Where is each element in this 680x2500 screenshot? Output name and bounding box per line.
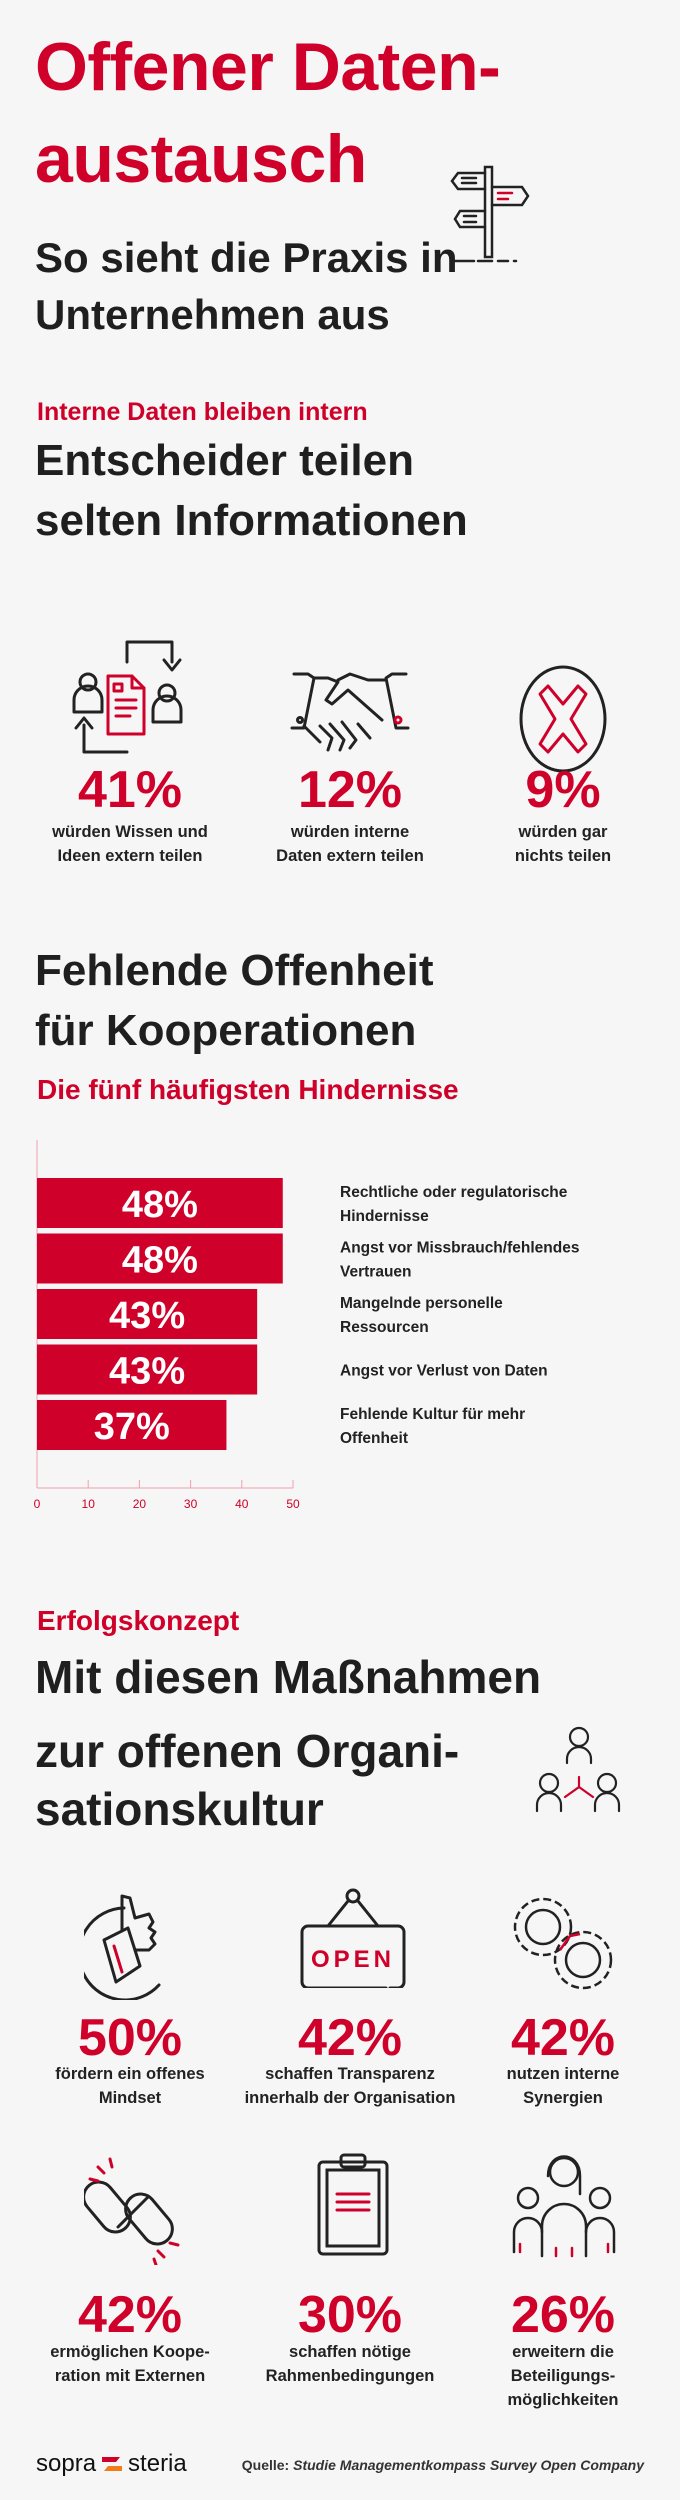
signpost-icon bbox=[450, 165, 532, 265]
x-tick-label: 30 bbox=[184, 1497, 198, 1511]
stat-label-line: möglichkeiten bbox=[507, 2391, 619, 2409]
chain-link-icon bbox=[84, 2155, 184, 2265]
bar bbox=[37, 1178, 283, 1228]
logo-text-left: sopra bbox=[36, 2450, 97, 2477]
x-tick-label: 20 bbox=[133, 1497, 147, 1511]
stat-value-42: 42% bbox=[297, 2009, 403, 2067]
bar-category-label: Ressourcen bbox=[340, 1319, 429, 1336]
x-circle-icon bbox=[518, 664, 608, 774]
stat-label-line: Rahmenbedingungen bbox=[265, 2367, 435, 2385]
stat-label-line: fördern ein offenes bbox=[55, 2065, 205, 2083]
x-tick-label: 50 bbox=[286, 1497, 300, 1511]
bar-category-label: Hindernisse bbox=[340, 1208, 429, 1225]
stat-label-line: schaffen nötige bbox=[289, 2343, 411, 2361]
section3-kicker: Erfolgskonzept bbox=[37, 1605, 240, 1636]
source-note: Quelle: Studie Managementkompass Survey … bbox=[242, 2457, 644, 2473]
bar-category-label: Rechtliche oder regulatorische bbox=[340, 1184, 568, 1201]
bar bbox=[37, 1289, 258, 1339]
stat-label: fördern ein offenes Mindset bbox=[20, 2062, 240, 2110]
stat-value-50: 50% bbox=[77, 2009, 183, 2067]
stat-label-line: schaffen Transparenz bbox=[265, 2065, 435, 2083]
bar-data-label: 48% bbox=[122, 1184, 198, 1226]
group-people-icon bbox=[512, 2148, 616, 2258]
stat-label: würden interne Daten extern teilen bbox=[240, 820, 460, 868]
stat-value-26: 26% bbox=[510, 2286, 616, 2344]
knowledge-exchange-icon bbox=[72, 640, 187, 755]
bar-category-label: Fehlende Kultur für mehr bbox=[340, 1406, 525, 1423]
stat-label: schaffen Transparenz innerhalb der Organi… bbox=[240, 2062, 460, 2110]
bar-data-label: 43% bbox=[109, 1295, 185, 1337]
stat-label-line: Daten extern teilen bbox=[276, 847, 424, 865]
obstacles-bar-chart: 0 10 20 30 40 50 48% Rechtliche oder regulatori… bbox=[34, 1140, 579, 1511]
stat-label-line: Mindset bbox=[98, 2089, 162, 2107]
section1-heading-line2: selten Informationen bbox=[35, 496, 468, 545]
section2-heading-line1: Fehlende Offenheit bbox=[35, 946, 434, 995]
section1-kicker: Interne Daten bleiben intern bbox=[37, 398, 368, 426]
stat-label-line: nutzen interne bbox=[506, 2065, 620, 2083]
stat-value-30: 30% bbox=[297, 2286, 403, 2344]
bar-data-label: 37% bbox=[94, 1406, 170, 1448]
gears-icon bbox=[508, 1892, 618, 1992]
stat-label-line: Synergien bbox=[523, 2089, 603, 2107]
bar bbox=[37, 1344, 258, 1395]
source-text: Studie Managementkompass Survey Open Com… bbox=[293, 2457, 644, 2473]
bar-data-label: 43% bbox=[109, 1351, 185, 1393]
bar bbox=[37, 1233, 283, 1284]
stat-label-line: würden interne bbox=[290, 823, 410, 841]
clipboard-icon bbox=[315, 2152, 391, 2257]
stat-label-line: erweitern die bbox=[512, 2343, 614, 2361]
subtitle-line2: Unternehmen aus bbox=[35, 291, 390, 338]
source-label: Quelle: bbox=[241, 2457, 290, 2473]
stat-label-line: Beteiligungs- bbox=[510, 2367, 616, 2385]
bar-category-label: Vertrauen bbox=[340, 1264, 412, 1281]
stat-label-line: würden Wissen und bbox=[52, 823, 208, 841]
page-title-line2: austausch bbox=[35, 121, 367, 197]
stat-value-41: 41% bbox=[77, 761, 183, 819]
stat-label-line: nichts teilen bbox=[514, 847, 612, 865]
section2-kicker: Die fünf häufigsten Hindernisse bbox=[37, 1074, 459, 1105]
stat-value-9: 9% bbox=[525, 761, 601, 819]
stat-label-line: innerhalb der Organisation bbox=[244, 2089, 456, 2107]
stat-label: würden gar nichts teilen bbox=[453, 820, 673, 868]
stat-label: schaffen nötige Rahmenbedingungen bbox=[240, 2340, 460, 2388]
x-tick-label: 0 bbox=[34, 1497, 41, 1511]
stat-label: erweitern die Beteiligungs-möglichkeiten bbox=[453, 2340, 673, 2412]
open-sign-icon: OPEN bbox=[290, 1888, 416, 1988]
handshake-icon bbox=[290, 668, 410, 768]
stat-label-line: würden gar bbox=[518, 823, 608, 841]
stat-label-line: ermöglichen Koope- bbox=[50, 2343, 210, 2361]
section1-heading-line1: Entscheider teilen bbox=[35, 436, 415, 485]
section3-heading-line3: sationskultur bbox=[35, 1783, 324, 1835]
bar-category-label: Angst vor Missbrauch/fehlendes bbox=[340, 1240, 579, 1257]
sopra-steria-logo: sopra steria bbox=[36, 2450, 187, 2478]
open-sign-text: OPEN bbox=[311, 1946, 395, 1973]
bar-category-label: Angst vor Verlust von Daten bbox=[340, 1363, 548, 1380]
section2-heading-line2: für Kooperationen bbox=[35, 1006, 417, 1055]
stat-label-line: Ideen extern teilen bbox=[57, 847, 203, 865]
team-network-icon bbox=[535, 1725, 623, 1813]
stat-label-line: ration mit Externen bbox=[54, 2367, 206, 2385]
stat-value-42: 42% bbox=[77, 2286, 183, 2344]
bar bbox=[37, 1400, 227, 1450]
logo-text-right: steria bbox=[128, 2450, 187, 2477]
stat-label: ermöglichen Koope-ration mit Externen bbox=[20, 2340, 240, 2388]
bar-category-label: Offenheit bbox=[340, 1430, 408, 1447]
x-tick-label: 40 bbox=[235, 1497, 249, 1511]
logo-mark-icon bbox=[102, 2457, 123, 2471]
page-title-line1: Offener Daten- bbox=[35, 29, 501, 105]
stat-value-42: 42% bbox=[510, 2009, 616, 2067]
stat-value-12: 12% bbox=[297, 761, 403, 819]
stat-label: würden Wissen und Ideen extern teilen bbox=[20, 820, 240, 868]
bar-category-label: Mangelnde personelle bbox=[340, 1295, 503, 1312]
section3-heading-line1: Mit diesen Maßnahmen bbox=[35, 1651, 542, 1703]
section3-heading-line2: zur offenen Organi- bbox=[35, 1725, 460, 1777]
subtitle-line1: So sieht die Praxis in bbox=[35, 234, 458, 281]
x-tick-label: 10 bbox=[82, 1497, 96, 1511]
stat-label: nutzen interne Synergien bbox=[453, 2062, 673, 2110]
thumbs-up-icon bbox=[84, 1890, 184, 2000]
bar-data-label: 48% bbox=[122, 1240, 198, 1282]
